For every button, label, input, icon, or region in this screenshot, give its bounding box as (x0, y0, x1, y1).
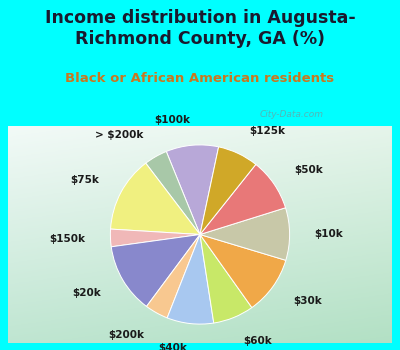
Text: $10k: $10k (315, 229, 344, 239)
Wedge shape (166, 145, 219, 235)
Wedge shape (200, 234, 286, 308)
Wedge shape (200, 164, 286, 235)
Wedge shape (200, 147, 256, 234)
Wedge shape (146, 152, 200, 235)
Text: $100k: $100k (154, 115, 190, 125)
Text: > $200k: > $200k (95, 130, 143, 140)
Wedge shape (200, 208, 290, 260)
Text: $60k: $60k (243, 336, 272, 346)
Wedge shape (111, 234, 200, 306)
Wedge shape (146, 234, 200, 318)
Text: Income distribution in Augusta-
Richmond County, GA (%): Income distribution in Augusta- Richmond… (45, 9, 355, 48)
Text: $75k: $75k (70, 175, 99, 186)
Text: $30k: $30k (293, 296, 322, 306)
Wedge shape (167, 234, 214, 324)
Text: $40k: $40k (158, 343, 187, 350)
Text: City-Data.com: City-Data.com (260, 110, 324, 119)
Text: $50k: $50k (295, 164, 323, 175)
Wedge shape (110, 163, 200, 235)
Text: $150k: $150k (49, 234, 85, 244)
Wedge shape (110, 229, 200, 247)
Text: Black or African American residents: Black or African American residents (66, 72, 334, 85)
Text: $20k: $20k (72, 288, 101, 298)
Text: $125k: $125k (249, 126, 285, 136)
Text: $200k: $200k (108, 330, 144, 340)
Wedge shape (200, 234, 252, 323)
